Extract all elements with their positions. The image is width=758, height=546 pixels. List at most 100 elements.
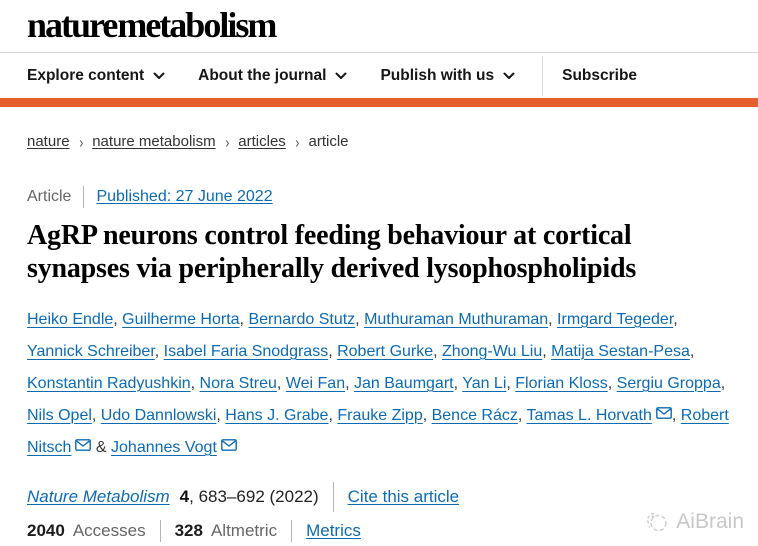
author-link-yan-li[interactable]: Yan Li xyxy=(462,374,507,392)
breadcrumb-item-nature[interactable]: nature xyxy=(27,133,70,151)
email-envelope-icon xyxy=(655,406,672,419)
breadcrumb: nature › nature metabolism › articles › articl… xyxy=(27,132,731,151)
article-main: nature › nature metabolism › articles › articl… xyxy=(0,133,758,542)
main-nav: Explore content About the journal Publish … xyxy=(0,53,758,98)
breadcrumb-item-article: article xyxy=(308,133,349,151)
author-link-heiko-endle[interactable]: Heiko Endle xyxy=(27,310,114,328)
chevron-down-icon xyxy=(153,72,165,79)
author-link-bernardo-stutz[interactable]: Bernardo Stutz xyxy=(248,310,356,328)
author-link-sergiu-groppa[interactable]: Sergiu Groppa xyxy=(616,374,721,392)
email-author-icon[interactable] xyxy=(652,406,672,424)
accesses-label: Accesses xyxy=(72,520,146,540)
nav-item-label: About the journal xyxy=(198,66,327,84)
nav-vertical-divider xyxy=(542,55,544,96)
author-link-yannick-schreiber[interactable]: Yannick Schreiber xyxy=(27,342,155,360)
chevron-down-icon xyxy=(503,72,515,79)
citation-pages-year: , 683–692 (2022) xyxy=(189,486,319,506)
author-separator: , xyxy=(113,310,123,328)
author-separator: , xyxy=(542,342,552,360)
author-link-florian-kloss[interactable]: Florian Kloss xyxy=(515,374,608,392)
nav-item-label: Publish with us xyxy=(380,66,495,84)
breadcrumb-item-nature-metabolism[interactable]: nature metabolism xyxy=(92,133,216,151)
author-link-robert-gurke[interactable]: Robert Gurke xyxy=(337,342,434,360)
author-separator: , xyxy=(216,406,226,424)
author-link-isabel-faria-snodgrass[interactable]: Isabel Faria Snodgrass xyxy=(163,342,329,360)
metrics-link[interactable]: Metrics xyxy=(306,520,361,540)
author-link-bence-r-cz[interactable]: Bence Rácz xyxy=(431,406,518,424)
breadcrumb-chevron-icon: › xyxy=(78,132,83,151)
author-separator: , xyxy=(355,310,365,328)
metrics-divider xyxy=(291,519,293,542)
nav-item-publish-with-us[interactable]: Publish with us xyxy=(380,67,515,85)
author-link-udo-dannlowski[interactable]: Udo Dannlowski xyxy=(100,406,217,424)
author-link-nils-opel[interactable]: Nils Opel xyxy=(27,406,92,424)
author-separator: , xyxy=(506,374,516,392)
author-separator: , xyxy=(91,406,101,424)
email-author-icon[interactable] xyxy=(217,438,237,456)
metrics-divider xyxy=(159,519,161,542)
journal-logo[interactable]: nature metabolism xyxy=(27,5,277,45)
author-separator: & xyxy=(91,438,112,456)
article-title: AgRP neurons control feeding behaviour a… xyxy=(27,220,637,284)
author-link-nora-streu[interactable]: Nora Streu xyxy=(199,374,277,392)
author-link-hans-j-grabe[interactable]: Hans J. Grabe xyxy=(225,406,329,424)
author-separator: , xyxy=(154,342,164,360)
breadcrumb-chevron-icon: › xyxy=(224,132,230,151)
citation-divider xyxy=(332,481,334,512)
header-divider xyxy=(0,52,758,54)
journal-accent-bar xyxy=(0,98,758,108)
article-meta-row: Article Published: 27 June 2022 xyxy=(27,186,731,209)
journal-citation-link[interactable]: Nature Metabolism xyxy=(27,486,170,506)
aibrain-logo-icon xyxy=(647,512,667,532)
author-separator: , xyxy=(720,374,726,392)
site-header: nature metabolism xyxy=(0,0,758,52)
author-link-konstantin-radyushkin[interactable]: Konstantin Radyushkin xyxy=(27,374,191,392)
email-author-icon[interactable] xyxy=(71,438,92,456)
author-link-frauke-zipp[interactable]: Frauke Zipp xyxy=(337,406,423,424)
meta-divider xyxy=(83,186,85,209)
nav-item-label: Explore content xyxy=(27,66,145,84)
article-type-label: Article xyxy=(27,188,72,206)
author-separator: , xyxy=(673,310,678,328)
author-separator: , xyxy=(422,406,432,424)
aibrain-label: AiBrain xyxy=(676,510,744,533)
author-link-guilherme-horta[interactable]: Guilherme Horta xyxy=(122,310,240,328)
breadcrumb-item-articles[interactable]: articles xyxy=(238,133,286,151)
author-link-johannes-vogt[interactable]: Johannes Vogt xyxy=(111,438,217,456)
author-separator: , xyxy=(276,374,286,392)
author-link-zhong-wu-liu[interactable]: Zhong-Wu Liu xyxy=(442,342,543,360)
altmetric-count: 328 xyxy=(174,520,203,540)
nav-item-explore-content[interactable]: Explore content xyxy=(27,67,165,85)
author-link-wei-fan[interactable]: Wei Fan xyxy=(285,374,346,392)
author-separator: , xyxy=(345,374,354,392)
author-list: Heiko Endle, Guilherme Horta, Bernardo S… xyxy=(27,304,731,464)
nav-item-subscribe[interactable]: Subscribe xyxy=(562,66,638,84)
author-separator: , xyxy=(607,374,617,392)
citation-row: Nature Metabolism 4 , 683–692 (2022) Cit… xyxy=(27,481,731,512)
citation-volume: 4 xyxy=(179,486,190,506)
nav-item-about-the-journal[interactable]: About the journal xyxy=(198,67,347,85)
email-envelope-icon xyxy=(220,438,237,451)
author-separator: , xyxy=(453,374,463,392)
author-separator: , xyxy=(328,342,338,360)
breadcrumb-chevron-icon: › xyxy=(295,132,300,151)
author-separator: , xyxy=(517,406,527,424)
email-envelope-icon xyxy=(75,438,92,451)
metrics-row: 2040 Accesses 328 Altmetric Metrics xyxy=(27,519,731,542)
author-link-tamas-l-horvath[interactable]: Tamas L. Horvath xyxy=(526,406,652,424)
author-separator: , xyxy=(190,374,200,392)
author-link-matija-sestan-pesa[interactable]: Matija Sestan-Pesa xyxy=(551,342,690,360)
author-separator: , xyxy=(433,342,443,360)
author-link-robert-nitsch[interactable]: Robert Nitsch xyxy=(27,406,729,456)
author-separator: , xyxy=(671,406,681,424)
accesses-count: 2040 xyxy=(27,520,65,540)
author-link-jan-baumgart[interactable]: Jan Baumgart xyxy=(353,374,454,392)
author-link-irmgard-tegeder[interactable]: Irmgard Tegeder xyxy=(557,310,674,328)
author-separator: , xyxy=(328,406,338,424)
author-link-muthuraman-muthuraman[interactable]: Muthuraman Muthuraman xyxy=(364,310,549,328)
author-separator: , xyxy=(689,342,695,360)
author-separator: , xyxy=(548,310,558,328)
published-date-link[interactable]: Published: 27 June 2022 xyxy=(96,188,273,206)
cite-this-article-link[interactable]: Cite this article xyxy=(347,486,460,506)
